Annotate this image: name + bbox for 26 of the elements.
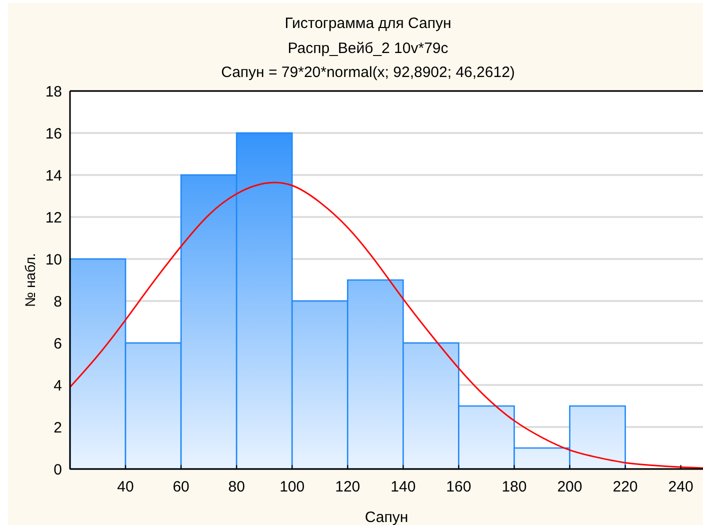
chart-title: Гистограмма для Сапун [284,15,452,33]
y-tick-label: 12 [45,209,62,226]
y-tick-label: 18 [45,83,62,100]
x-tick-label: 200 [557,478,582,496]
x-tick-label: 220 [612,478,638,496]
x-tick-label: 60 [172,478,190,496]
y-tick-label: 2 [54,419,62,436]
y-tick-label: 10 [45,251,62,268]
x-tick-label: 120 [335,478,360,496]
x-tick-label: 100 [280,478,305,496]
y-axis-title: № набл. [22,253,38,307]
y-tick-label: 14 [45,167,62,184]
y-tick-label: 8 [54,293,62,310]
y-tick-label: 0 [54,461,62,478]
x-tick-label: 180 [502,478,527,496]
y-tick-label: 6 [54,335,62,352]
y-tick-label: 16 [45,125,62,142]
chart-subtitle: Распр_Вейб_2 10v*79c [286,40,450,58]
y-tick-label: 4 [54,377,62,394]
x-tick-label: 240 [668,478,694,496]
x-tick-label: 40 [117,478,134,496]
x-tick-label: 140 [390,478,416,496]
x-axis-title: Сапун [364,509,408,525]
text: Сапун = 79*20*normal(x; 92,8902; 46,2612) [220,64,516,82]
x-tick-label: 80 [228,478,245,496]
x-tick-label: 160 [446,478,472,496]
